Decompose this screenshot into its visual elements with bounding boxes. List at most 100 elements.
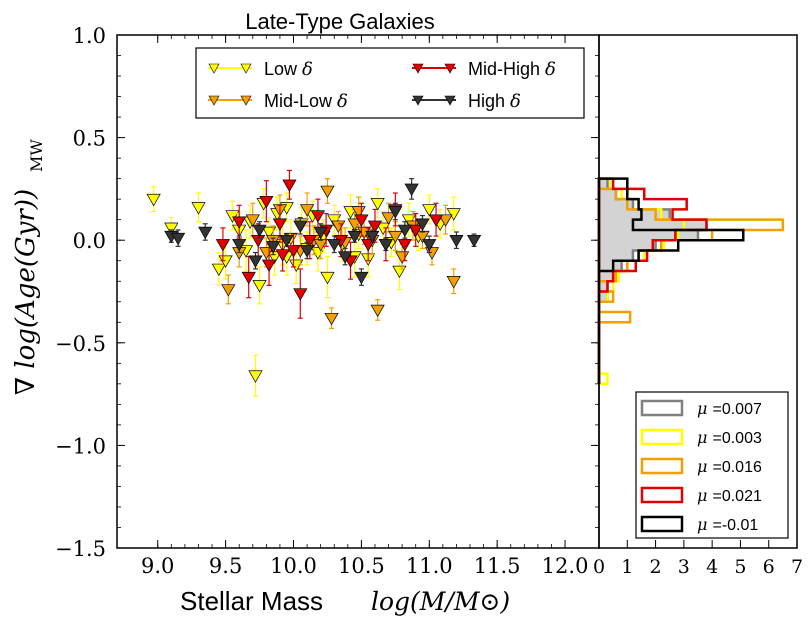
data-point (313, 226, 328, 240)
data-point (225, 210, 240, 223)
side-x-tick-label: 0 (593, 556, 605, 578)
side-legend-item-2: μ =0.016 (640, 457, 762, 476)
data-point (354, 214, 369, 227)
data-point (397, 239, 412, 252)
data-point (381, 212, 396, 225)
x-tick-label: 11.5 (474, 554, 521, 578)
y-tick-label: −1.5 (55, 537, 106, 561)
y-axis-label: ∇ log(Age(Gyr)) MW (11, 139, 46, 396)
side-plot-frame (598, 34, 798, 549)
legend-label: Low δ (264, 59, 313, 80)
side-legend-label: μ =0.007 (697, 399, 762, 418)
chart-title: Late-Type Galaxies (245, 9, 435, 34)
data-point (446, 208, 461, 221)
data-point (252, 224, 267, 238)
legend-marker (444, 63, 456, 74)
data-point (370, 198, 385, 211)
data-point (191, 202, 206, 215)
legend-label: Mid-Low δ (264, 91, 348, 112)
side-x-tick-label: 7 (791, 556, 803, 578)
data-point (293, 288, 308, 301)
side-legend-swatch (640, 457, 684, 475)
x-tick-label: 12.0 (542, 554, 589, 578)
data-point (282, 179, 297, 193)
data-point (354, 271, 369, 285)
data-point (164, 222, 179, 236)
legend-marker (208, 63, 220, 74)
data-point (438, 214, 453, 227)
side-legend: μ =0.007 μ =0.003 μ =0.016 μ =0.021 μ =-0.01 (635, 391, 789, 539)
data-point (259, 195, 274, 209)
y-tick-label: −0.5 (55, 332, 106, 356)
side-x-tick-label: 6 (763, 556, 775, 578)
data-point (424, 247, 440, 260)
data-point (401, 214, 417, 227)
side-legend-label: μ =0.003 (697, 428, 762, 447)
side-x-tick-label: 1 (621, 556, 633, 578)
x-tick-label: 9.0 (141, 554, 174, 578)
main-scatter-area (146, 169, 482, 397)
y-tick-label: 1.0 (73, 24, 106, 48)
x-tick-label: 9.5 (209, 554, 242, 578)
y-axis-label-subscript: MW (27, 139, 46, 172)
data-point (327, 214, 342, 227)
legend-label: High δ (468, 91, 521, 112)
side-legend-label: μ =-0.01 (697, 515, 758, 534)
data-point (170, 232, 186, 246)
data-point (293, 220, 308, 234)
data-point (215, 239, 231, 252)
data-point (428, 214, 444, 227)
side-legend-swatch (640, 515, 684, 533)
data-point (367, 220, 383, 234)
legend-marker (412, 95, 424, 106)
legend-marker (240, 63, 252, 74)
legend-item-3: High δ (412, 91, 521, 112)
data-point (408, 224, 423, 238)
side-histogram-area (597, 177, 785, 386)
data-point (261, 226, 277, 240)
data-point (272, 218, 288, 231)
y-axis-label-text: ∇ log(Age(Gyr)) (11, 189, 41, 395)
x-axis-label: Stellar Mass log(M/M⊙) (180, 586, 510, 616)
data-point (146, 193, 161, 207)
data-point (198, 226, 213, 240)
legend-marker (208, 95, 220, 106)
x-tick-label: 11.0 (406, 554, 453, 578)
data-point (347, 230, 362, 244)
y-tick-label: 0.5 (73, 127, 106, 151)
data-point (337, 251, 353, 264)
data-point (388, 230, 403, 244)
main-legend: Low δ Mid-Low δ Mid-High δ High δ (195, 47, 585, 119)
side-x-tick-label: 5 (734, 556, 746, 578)
data-point (392, 265, 407, 279)
y-tick-label: −1.0 (55, 434, 106, 458)
x-axis-label-math: log(M/M⊙) (371, 587, 510, 616)
side-legend-label: μ =0.021 (697, 486, 762, 505)
data-point (378, 239, 393, 252)
legend-marker (240, 95, 252, 106)
data-point (388, 206, 403, 219)
data-point (324, 312, 339, 326)
side-legend-item-1: μ =0.003 (640, 428, 762, 447)
legend-label: Mid-High δ (468, 59, 556, 80)
side-legend-swatch (640, 428, 684, 446)
data-point (252, 280, 267, 293)
data-point (232, 239, 247, 252)
data-point (327, 239, 342, 252)
data-point (320, 271, 335, 285)
legend-marker (412, 63, 424, 74)
side-x-tick-label: 2 (650, 556, 662, 578)
side-legend-item-3: μ =0.021 (640, 486, 762, 505)
side-x-tick-label: 4 (706, 556, 718, 578)
x-axis-label-text: Stellar Mass (180, 586, 323, 616)
legend-box (195, 47, 585, 119)
series-3 (164, 178, 482, 286)
legend-item-0: Low δ (208, 59, 313, 80)
data-point (310, 210, 326, 223)
data-point (466, 234, 482, 248)
data-point (251, 234, 266, 248)
side-x-tick-label: 3 (678, 556, 690, 578)
side-legend-item-0: μ =0.007 (640, 399, 762, 418)
data-point (347, 218, 362, 231)
data-point (248, 255, 263, 268)
